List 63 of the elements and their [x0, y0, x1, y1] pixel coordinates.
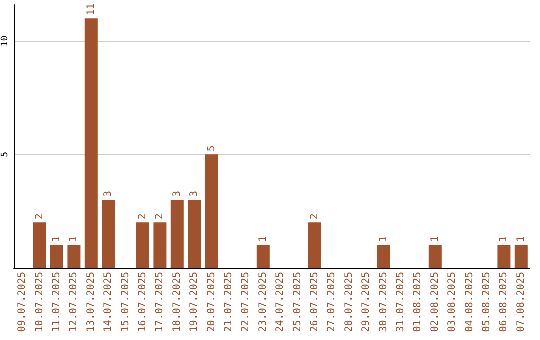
- x-tick-label: 23.07.2025: [258, 272, 269, 332]
- data-label: 2: [138, 214, 148, 220]
- bar: [84, 18, 98, 268]
- data-label: 1: [258, 236, 269, 242]
- x-tick-label: 03.08.2025: [447, 272, 458, 332]
- data-label: 1: [378, 236, 390, 242]
- x-tick-label: 22.07.2025: [240, 272, 252, 332]
- x-tick-label: 19.07.2025: [189, 272, 200, 332]
- x-tick-label: 18.07.2025: [172, 272, 183, 332]
- bar: [428, 245, 442, 268]
- x-tick-label: 13.07.2025: [86, 272, 97, 332]
- data-label: 3: [189, 190, 200, 197]
- bar: [514, 245, 528, 268]
- data-label: 2: [154, 214, 166, 220]
- x-tick-label: 29.07.2025: [361, 272, 372, 332]
- x-tick-label: 26.07.2025: [310, 272, 320, 332]
- bar: [136, 222, 150, 268]
- bar: [377, 245, 390, 268]
- data-label: 11: [86, 4, 97, 16]
- x-tick-label: 30.07.2025: [378, 272, 390, 332]
- y-tick-label: 10: [0, 36, 10, 47]
- data-label: 1: [516, 236, 527, 242]
- data-label: 1: [430, 236, 441, 242]
- x-tick-label: 11.07.2025: [52, 272, 62, 332]
- x-tick-label: 24.07.2025: [275, 272, 286, 332]
- x-tick-label: 04.08.2025: [464, 272, 476, 332]
- bar: [50, 245, 64, 268]
- x-tick-label: 05.08.2025: [482, 272, 492, 332]
- x-tick-label: 15.07.2025: [120, 272, 132, 332]
- bar: [498, 245, 511, 268]
- x-tick-label: 09.07.2025: [17, 272, 28, 332]
- x-tick-label: 16.07.2025: [138, 272, 148, 332]
- data-label: 3: [172, 190, 183, 197]
- x-tick-label: 07.08.2025: [516, 272, 527, 332]
- x-tick-label: 17.07.2025: [154, 272, 166, 332]
- data-label: 1: [68, 236, 80, 242]
- x-tick-label: 25.07.2025: [292, 272, 304, 332]
- bar: [68, 245, 81, 268]
- x-tick-label: 06.08.2025: [498, 272, 510, 332]
- bar: [256, 245, 270, 268]
- data-label: 1: [498, 236, 510, 242]
- bar: [154, 222, 167, 268]
- data-label: 3: [103, 190, 114, 197]
- x-tick-label: 21.07.2025: [224, 272, 234, 332]
- data-label: 2: [310, 214, 320, 220]
- bar: [102, 200, 116, 268]
- bar: [170, 200, 184, 268]
- bar: [308, 222, 322, 268]
- x-tick-label: 12.07.2025: [68, 272, 80, 332]
- x-tick-label: 20.07.2025: [206, 272, 218, 332]
- data-label: 5: [206, 146, 218, 152]
- x-tick-label: 14.07.2025: [103, 272, 114, 332]
- bar: [205, 154, 218, 268]
- data-label: 1: [52, 236, 62, 242]
- data-label: 2: [34, 214, 46, 220]
- x-tick-label: 31.07.2025: [396, 272, 406, 332]
- x-tick-label: 28.07.2025: [344, 272, 355, 332]
- x-tick-label: 27.07.2025: [326, 272, 338, 332]
- bar: [188, 200, 202, 268]
- x-tick-label: 10.07.2025: [34, 272, 46, 332]
- x-tick-label: 02.08.2025: [430, 272, 441, 332]
- bar: [33, 222, 46, 268]
- x-tick-label: 01.08.2025: [412, 272, 424, 332]
